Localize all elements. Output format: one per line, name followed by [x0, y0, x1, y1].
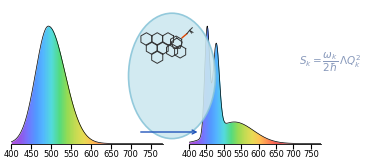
Text: $S_k = \dfrac{\omega_k}{2\hbar}\,\Lambda Q_k^2$: $S_k = \dfrac{\omega_k}{2\hbar}\,\Lambda…: [299, 51, 362, 74]
